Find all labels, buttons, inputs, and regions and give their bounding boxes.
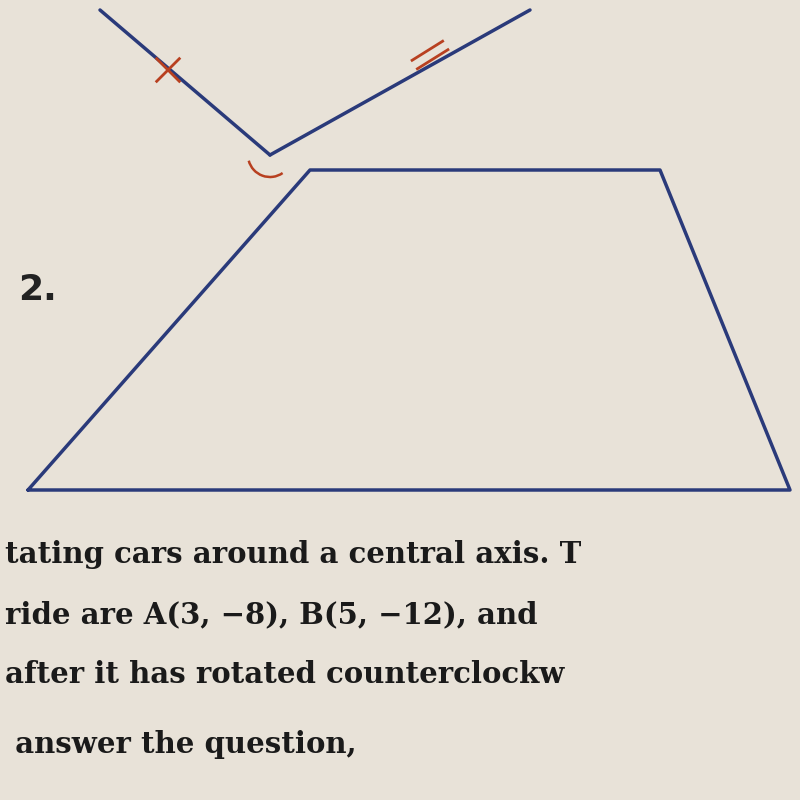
Text: after it has rotated counterclockw: after it has rotated counterclockw [5, 660, 564, 689]
Text: tating cars around a central axis. T: tating cars around a central axis. T [5, 540, 582, 569]
Text: ride are A(3, −8), B(5, −12), and: ride are A(3, −8), B(5, −12), and [5, 600, 538, 629]
Text: 2.: 2. [18, 273, 57, 307]
Text: answer the question,: answer the question, [5, 730, 357, 759]
